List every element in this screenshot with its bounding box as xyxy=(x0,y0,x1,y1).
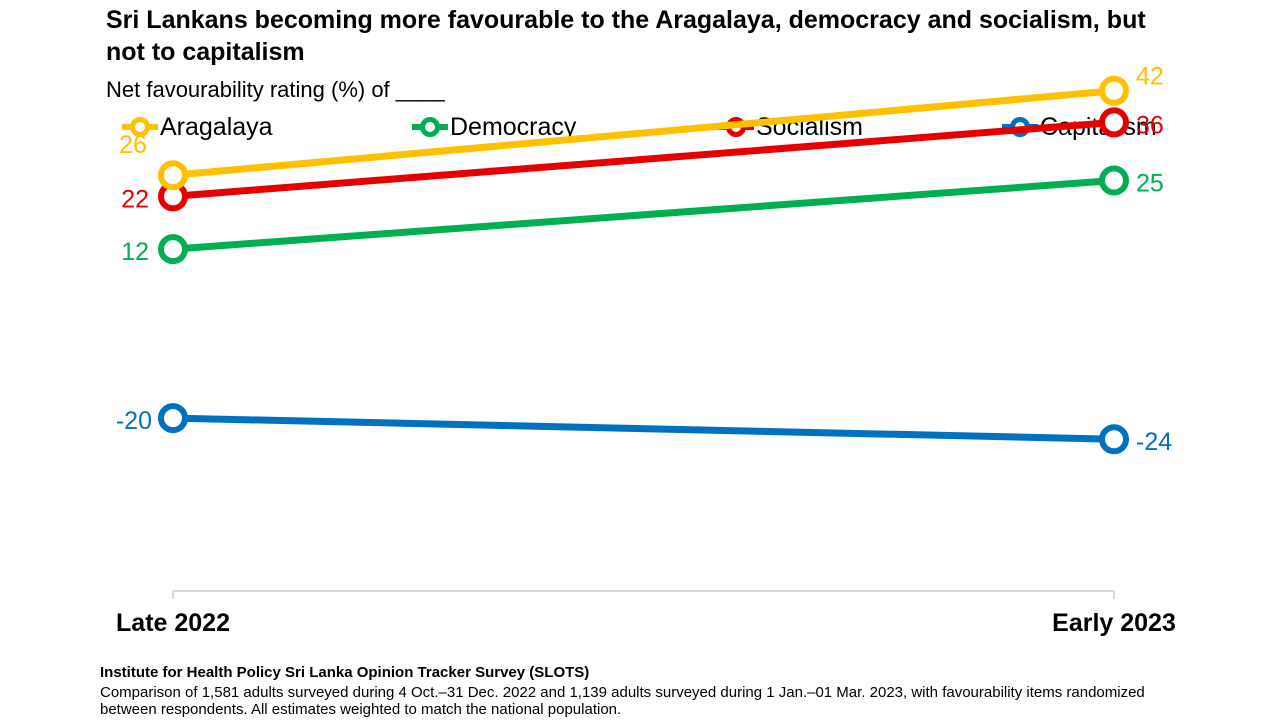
data-label-aragalaya: 42 xyxy=(1136,63,1164,91)
data-point-capitalism xyxy=(1102,427,1126,451)
data-point-democracy xyxy=(1102,169,1126,193)
series-line-democracy xyxy=(173,181,1114,250)
source-note: Comparison of 1,581 adults surveyed duri… xyxy=(100,684,1180,718)
data-point-aragalaya xyxy=(161,163,185,187)
chart-plot: Late 2022 Early 2023 12 25 22 36 26 42 -20 -24 xyxy=(0,0,1280,720)
x-tick-label: Early 2023 xyxy=(1052,609,1176,637)
data-point-socialism xyxy=(1102,110,1126,134)
series-line-capitalism xyxy=(173,418,1114,439)
data-point-aragalaya xyxy=(1102,79,1126,103)
data-label-capitalism: -24 xyxy=(1136,428,1172,456)
data-label-socialism: 22 xyxy=(121,185,149,213)
data-label-democracy: 25 xyxy=(1136,170,1164,198)
data-point-capitalism xyxy=(161,406,185,430)
data-label-socialism: 36 xyxy=(1136,111,1164,139)
data-label-capitalism: -20 xyxy=(116,407,152,435)
data-point-democracy xyxy=(161,237,185,261)
data-label-democracy: 12 xyxy=(121,238,149,266)
data-label-aragalaya: 26 xyxy=(119,131,147,159)
source-institution: Institute for Health Policy Sri Lanka Op… xyxy=(100,664,589,682)
x-tick-label: Late 2022 xyxy=(116,609,230,637)
